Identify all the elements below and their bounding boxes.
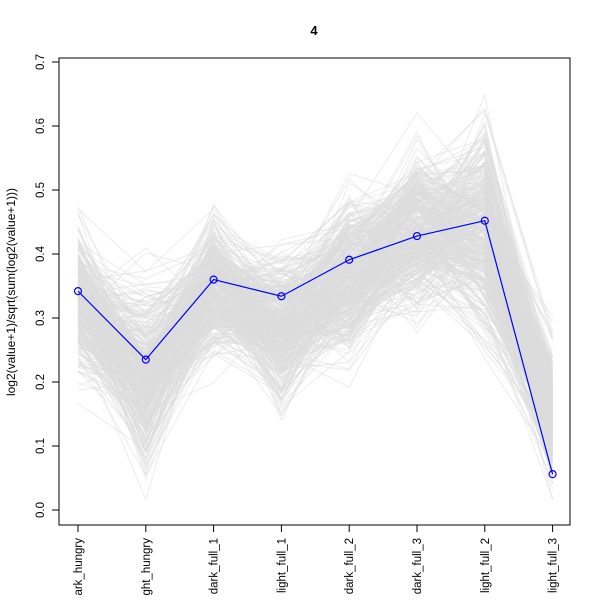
background-profile-line xyxy=(77,184,554,453)
y-axis-label: log2(value+1)/sqrt(sum(log2(value+1))) xyxy=(4,188,18,396)
x-tick-label: dark_full_3 xyxy=(412,538,424,594)
background-profile-line xyxy=(77,221,554,376)
series-layer xyxy=(73,216,557,479)
background-profile-line xyxy=(77,203,554,455)
x-tick-label: light_full_2 xyxy=(480,538,492,593)
x-tick-label: ark_hungry xyxy=(73,538,85,596)
background-profile-line xyxy=(77,199,554,397)
y-tick-label: 0.4 xyxy=(35,245,47,262)
y-axis: 0.0 0.1 0.2 0.3 0.4 0.5 0.6 0.7 xyxy=(35,54,60,518)
series-point xyxy=(412,231,422,241)
background-profile-line xyxy=(77,233,553,435)
y-tick-label: 0.6 xyxy=(35,118,47,134)
series-point xyxy=(345,255,354,264)
y-tick-label: 0.0 xyxy=(35,502,47,518)
background-profile-line xyxy=(77,205,554,436)
series-point xyxy=(548,470,557,479)
background-profile-line xyxy=(77,240,554,368)
background-profile-line xyxy=(77,224,554,422)
background-profile-line xyxy=(77,193,554,391)
series-point xyxy=(277,292,286,301)
background-profile-line xyxy=(77,204,554,428)
x-tick-label: ght_hungry xyxy=(141,538,153,596)
series-point xyxy=(141,355,150,364)
background-profiles xyxy=(77,92,554,501)
background-profile-line xyxy=(77,138,554,374)
series-point xyxy=(480,216,489,225)
background-profile-line xyxy=(77,216,554,396)
background-profile-line xyxy=(77,216,554,373)
x-tick-label: dark_full_1 xyxy=(209,538,221,594)
y-tick-label: 0.3 xyxy=(35,310,47,326)
x-tick-label: light_full_1 xyxy=(276,538,288,593)
background-profile-line xyxy=(77,252,554,437)
background-profile-line xyxy=(77,107,554,340)
x-tick-label: light_full_3 xyxy=(548,538,560,593)
series-point xyxy=(73,287,83,296)
chart-title: 4 xyxy=(310,23,318,38)
background-profile-line xyxy=(77,245,554,433)
y-tick-label: 0.5 xyxy=(35,182,47,198)
y-tick-label: 0.2 xyxy=(35,374,47,390)
series-point xyxy=(209,275,218,284)
background-profile-line xyxy=(77,198,554,380)
background-profile-line xyxy=(77,186,554,423)
x-axis: ark_hungry ght_hungry dark_full_1 light_ful… xyxy=(73,524,560,596)
background-profile-line xyxy=(77,224,553,394)
background-profile-line xyxy=(77,166,554,367)
background-profile-line xyxy=(77,236,554,438)
background-profile-line xyxy=(77,229,554,405)
background-profile-line xyxy=(77,193,554,390)
background-profile-line xyxy=(77,183,554,481)
series-line xyxy=(77,220,554,475)
y-tick-label: 0.1 xyxy=(35,438,47,454)
x-tick-label: dark_full_2 xyxy=(344,538,356,594)
y-tick-label: 0.7 xyxy=(35,54,47,70)
background-profile-line xyxy=(77,180,554,358)
background-profile-line xyxy=(77,192,554,435)
